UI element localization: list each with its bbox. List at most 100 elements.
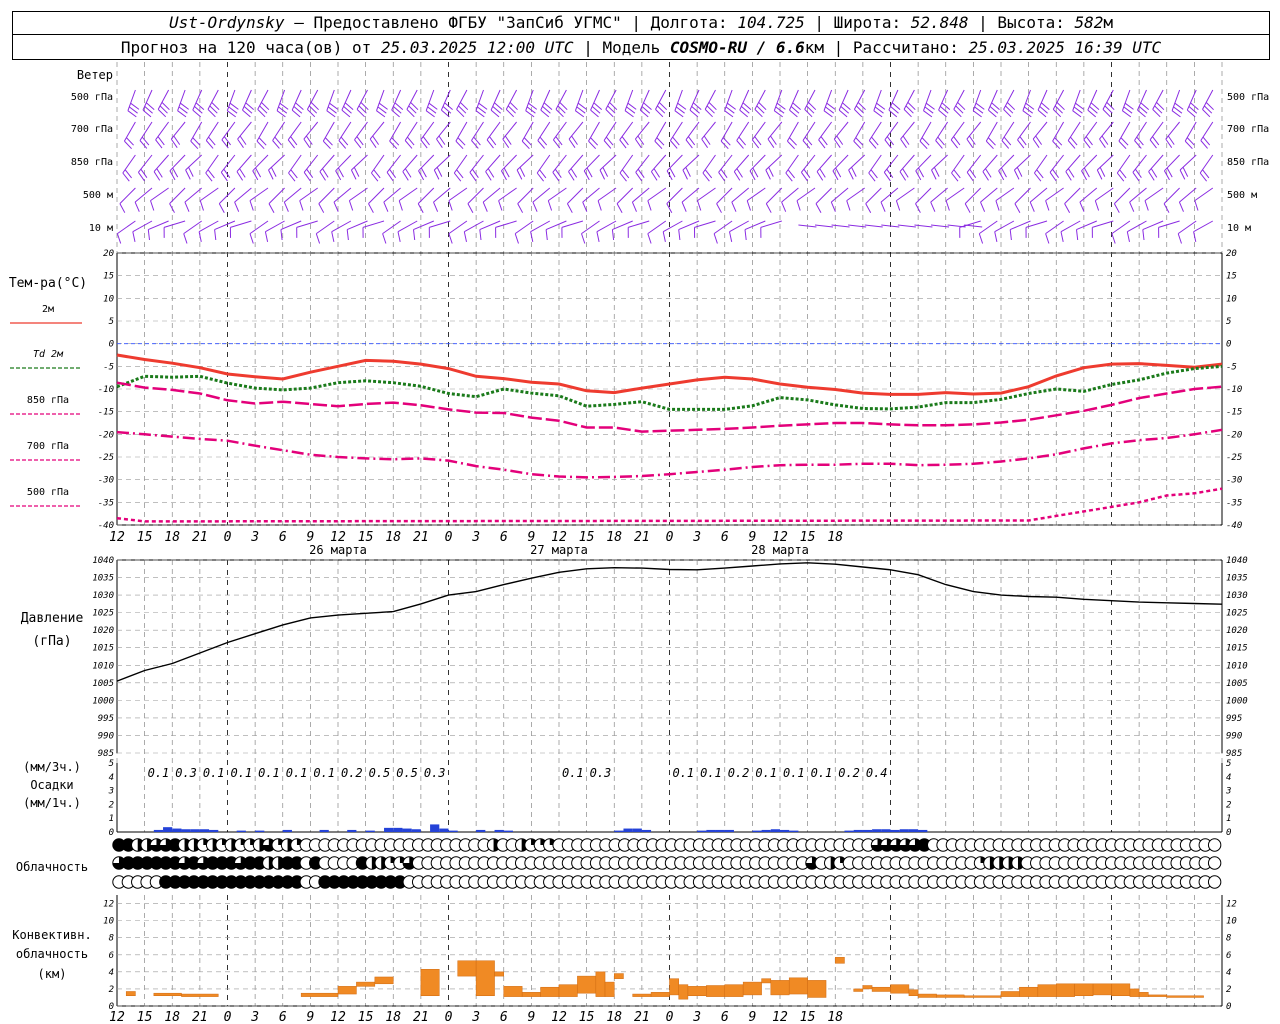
wind-barb: [590, 89, 603, 118]
wind-barb: [1081, 154, 1098, 181]
cloud-symbol-fill: [403, 856, 416, 870]
precip-bar: [724, 829, 734, 832]
conv-cloud-bar: [521, 992, 541, 997]
wind-barb: [914, 224, 933, 228]
wind-barb: [540, 89, 553, 118]
precip-bar: [172, 828, 182, 832]
wind-barb: [899, 154, 915, 181]
y-tick-label-left: 1015: [92, 644, 114, 654]
y-tick-label-right: -10: [1226, 385, 1242, 395]
conv-cloud-bar: [595, 971, 606, 997]
wind-barb: [1132, 154, 1147, 182]
wind-level-label-left: 10 м: [89, 223, 113, 234]
wind-barb: [413, 220, 434, 241]
conv-cloud-bar: [770, 980, 790, 996]
wind-barb: [945, 187, 965, 211]
wind-level-label-left: 500 м: [83, 190, 113, 201]
precip-bar: [614, 830, 624, 832]
wind-barb: [624, 89, 637, 118]
precip-3h-value: 0.1: [700, 766, 722, 780]
wind-barb: [1134, 121, 1147, 149]
temp-legend-label: 2м: [42, 304, 54, 315]
x-tick-label-top: 3: [250, 530, 259, 545]
wind-barb: [319, 154, 335, 181]
y-tick-label-left: 985: [98, 749, 114, 759]
conv-label-1: Конвективн.: [12, 928, 91, 942]
cloudiness-panel: Облачность: [16, 838, 1222, 889]
wind-barb: [127, 89, 140, 118]
wind-barb: [582, 187, 600, 212]
y-tick-label-left: 1040: [92, 556, 114, 566]
precip-bar: [503, 830, 513, 832]
wind-barb: [798, 224, 817, 228]
wind-barb: [751, 121, 766, 149]
y-tick-label-left: 1: [109, 814, 114, 824]
x-tick-label-top: 0: [666, 530, 674, 545]
x-tick-label-top: 21: [634, 530, 650, 545]
wind-barb: [418, 154, 435, 181]
altitude-value: 582: [1074, 13, 1104, 32]
conv-cloud-bar: [1129, 988, 1140, 997]
wind-barb: [428, 220, 451, 238]
wind-barb: [479, 220, 501, 241]
conv-cloud-bar: [835, 957, 845, 964]
wind-barb: [953, 89, 966, 118]
cloud-symbol: [1207, 838, 1222, 852]
wind-barb: [930, 224, 950, 228]
wind-barb: [315, 220, 335, 244]
wind-barb: [183, 220, 202, 244]
temperature-panel: Тем-ра(°C) 20 20 15 15 10 10 5 5 0 0 -5 -5 -10 -10 -15…: [9, 249, 1242, 531]
cloud-symbol-fill: [159, 838, 173, 852]
wind-barb: [634, 121, 650, 148]
wind-barb: [433, 154, 451, 180]
wind-barb: [1013, 154, 1031, 180]
wind-barb: [249, 220, 269, 244]
forecast-prefix: Прогноз на 120 часа(ов) от: [120, 38, 381, 57]
wind-barb: [611, 220, 633, 241]
precipitation-panel: (мм/3ч.) Осадки (мм/1ч.) 5 5 4 4 3 3 2 2 1 1 0 0 0.1…: [23, 759, 1231, 838]
conv-cloud-bar: [862, 985, 873, 990]
wind-barb: [331, 220, 352, 243]
latitude-value: 52.848: [910, 13, 969, 32]
wind-barb: [919, 121, 932, 150]
wind-barb: [455, 121, 468, 150]
wind-barb: [242, 89, 255, 118]
convective-cloud-panel: Конвективн. облачность (км) 12 12 10 10 8 8 6 6…: [12, 900, 1237, 1012]
y-tick-label-right: -35: [1226, 498, 1242, 508]
wind-barb: [1094, 187, 1114, 211]
conv-cloud-bar: [300, 992, 339, 997]
wind-barb: [1184, 121, 1197, 150]
x-tick-label-top: 3: [471, 530, 480, 545]
y-tick-label-left: 1000: [92, 696, 114, 706]
wind-barb: [463, 220, 484, 243]
x-tick-label-bottom: 9: [527, 1010, 535, 1024]
wind-barb: [1025, 220, 1048, 238]
day-label: 26 марта: [309, 543, 367, 557]
wind-barb: [1076, 220, 1097, 241]
y-tick-label-right: -20: [1226, 430, 1242, 440]
wind-barb: [185, 154, 203, 180]
precip-3h-value: 0.1: [783, 766, 805, 780]
conv-cloud-bar: [614, 973, 624, 979]
y-tick-label-left: 1010: [92, 661, 114, 671]
pressure-axis-label: Давление: [21, 611, 84, 626]
precip-bar: [347, 829, 357, 832]
model-name: COSMO-RU / 6.6: [669, 38, 805, 57]
wind-barb: [318, 187, 335, 213]
wind-barb: [995, 187, 1015, 211]
x-tick-label-top: 12: [109, 530, 125, 545]
cloud-symbol-fill: [899, 838, 912, 852]
wind-barb: [420, 121, 435, 149]
wind-barb: [502, 121, 517, 148]
wind-barb: [895, 187, 915, 211]
wind-barb: [796, 187, 816, 211]
wind-barb: [236, 154, 252, 181]
conv-cloud-bar: [1074, 983, 1094, 997]
wind-barb: [900, 121, 915, 148]
wind-barb: [453, 154, 468, 182]
x-tick-label-top: 15: [358, 530, 374, 545]
wind-barb: [252, 154, 269, 181]
precip-bar: [393, 827, 403, 832]
wind-barb: [694, 220, 716, 238]
y-tick-label-right: -30: [1226, 476, 1242, 486]
